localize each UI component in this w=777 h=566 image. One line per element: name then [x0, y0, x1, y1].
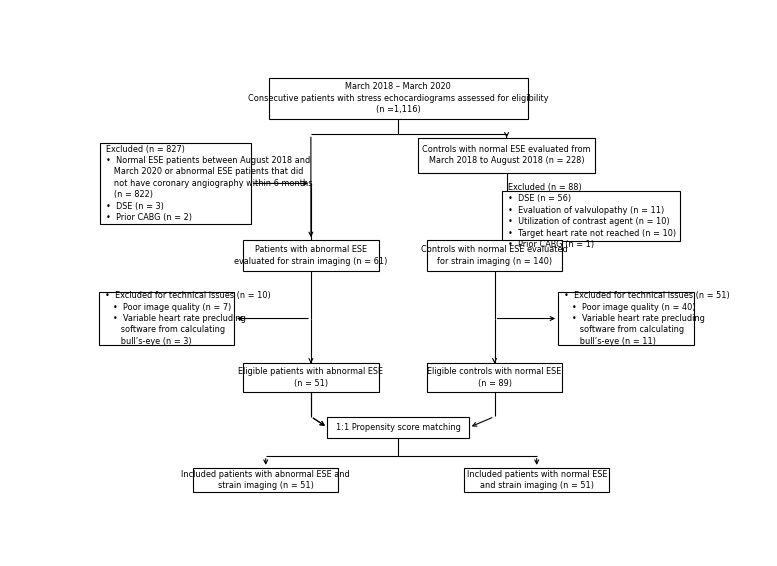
Text: Controls with normal ESE evaluated
for strain imaging (n = 140): Controls with normal ESE evaluated for s… — [421, 245, 568, 265]
Text: Eligible patients with abnormal ESE
(n = 51): Eligible patients with abnormal ESE (n =… — [239, 367, 383, 388]
Text: •  Excluded for technical issues (n = 10)
   •  Poor image quality (n = 7)
   • : • Excluded for technical issues (n = 10)… — [105, 291, 270, 346]
Text: Excluded (n = 827)
•  Normal ESE patients between August 2018 and
   March 2020 : Excluded (n = 827) • Normal ESE patients… — [106, 144, 312, 222]
FancyBboxPatch shape — [427, 363, 563, 392]
Text: Included patients with abnormal ESE and
strain imaging (n = 51): Included patients with abnormal ESE and … — [181, 470, 350, 490]
Text: March 2018 – March 2020
Consecutive patients with stress echocardiograms assesse: March 2018 – March 2020 Consecutive pati… — [248, 83, 549, 114]
Text: 1:1 Propensity score matching: 1:1 Propensity score matching — [336, 423, 461, 432]
FancyBboxPatch shape — [465, 468, 609, 492]
FancyBboxPatch shape — [243, 240, 378, 271]
Text: •  Excluded for technical issues (n = 51)
   •  Poor image quality (n = 40)
   •: • Excluded for technical issues (n = 51)… — [564, 291, 730, 346]
Text: Excluded (n = 88)
•  DSE (n = 56)
•  Evaluation of valvulopathy (n = 11)
•  Util: Excluded (n = 88) • DSE (n = 56) • Evalu… — [508, 183, 676, 249]
Text: Eligible controls with normal ESE
(n = 89): Eligible controls with normal ESE (n = 8… — [427, 367, 562, 388]
FancyBboxPatch shape — [100, 143, 251, 224]
FancyBboxPatch shape — [427, 240, 563, 271]
FancyBboxPatch shape — [243, 363, 378, 392]
Text: Included patients with normal ESE
and strain imaging (n = 51): Included patients with normal ESE and st… — [466, 470, 607, 490]
FancyBboxPatch shape — [269, 78, 528, 119]
FancyBboxPatch shape — [99, 293, 234, 345]
FancyBboxPatch shape — [193, 468, 338, 492]
FancyBboxPatch shape — [327, 417, 469, 439]
FancyBboxPatch shape — [418, 138, 595, 173]
FancyBboxPatch shape — [502, 191, 680, 241]
Text: Patients with abnormal ESE
evaluated for strain imaging (n = 61): Patients with abnormal ESE evaluated for… — [234, 245, 388, 265]
FancyBboxPatch shape — [558, 293, 694, 345]
Text: Controls with normal ESE evaluated from
March 2018 to August 2018 (n = 228): Controls with normal ESE evaluated from … — [423, 145, 591, 165]
